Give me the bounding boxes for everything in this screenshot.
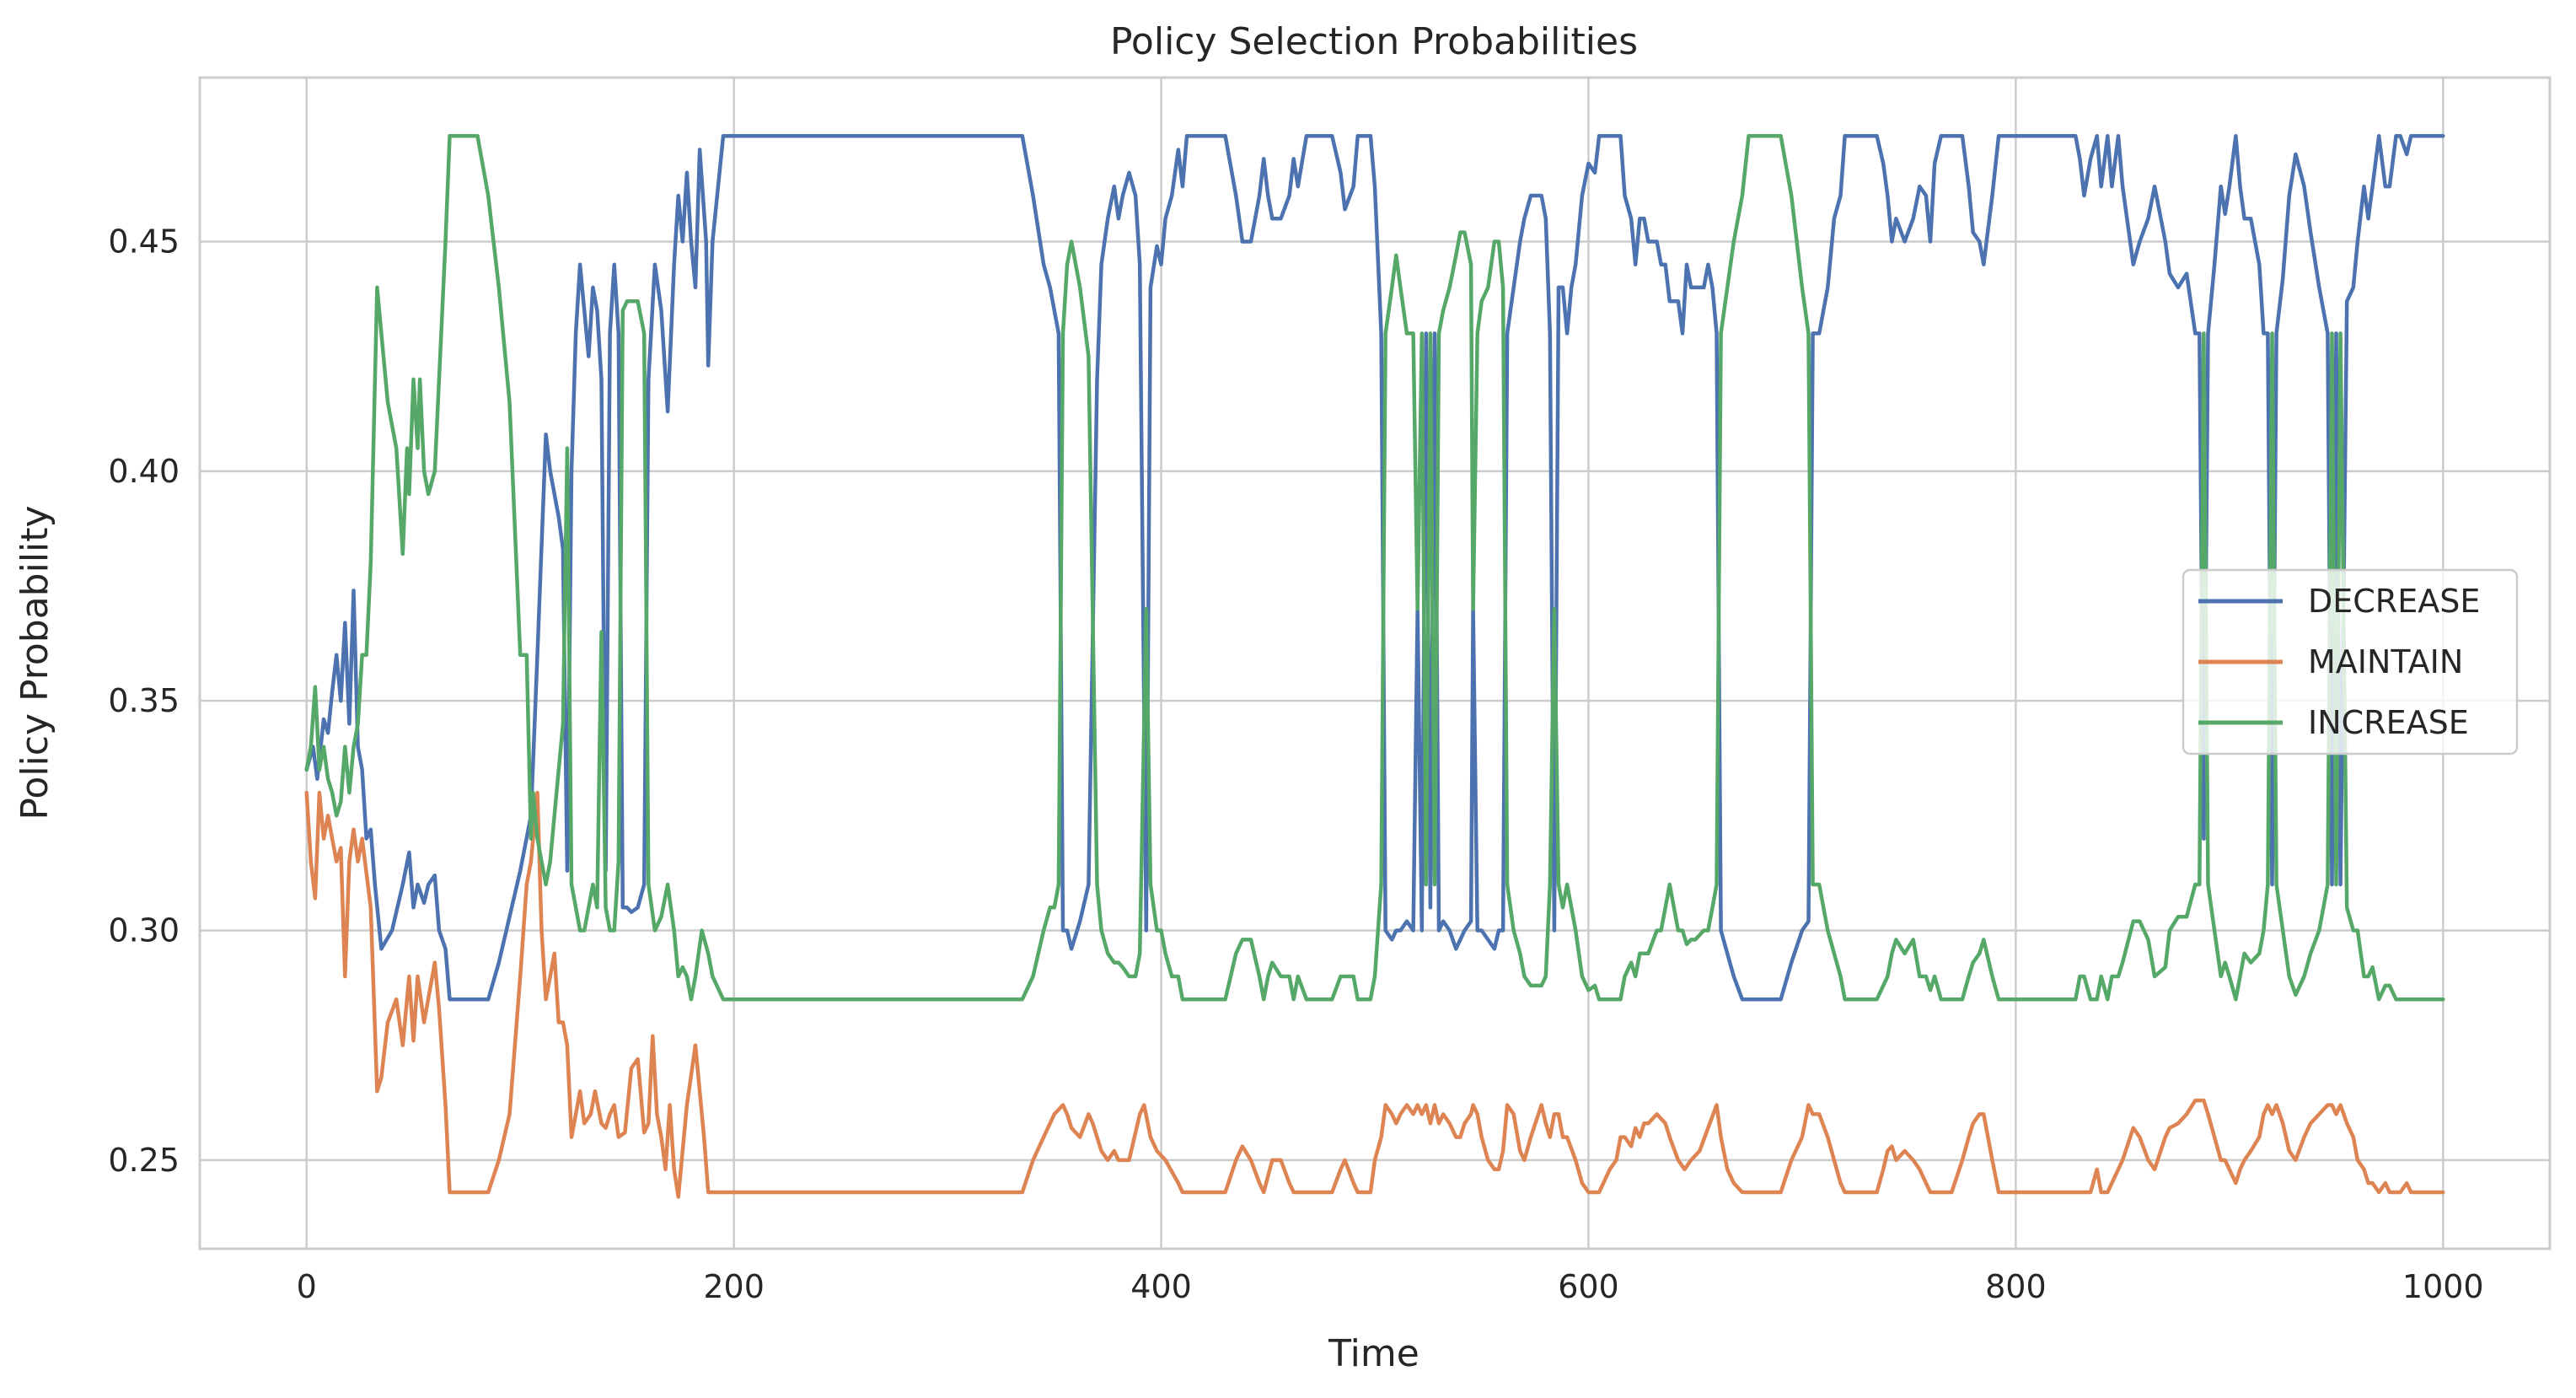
y-tick-label: 0.30 [108,912,180,949]
legend-box [2182,568,2519,755]
legend: DECREASE MAINTAIN INCREASE [2182,568,2519,755]
series-line-decrease [304,133,2445,1002]
y-axis-label: Policy Probability [13,505,56,820]
legend-label-maintain: MAINTAIN [2308,643,2463,680]
tick-labels: 0 200 400 600 800 1000 0.25 0.30 0.35 0.40 0.45 [108,223,2483,1305]
series-line-maintain [304,790,2445,1199]
y-tick-label: 0.40 [108,453,180,490]
plot-frame [198,76,2552,1250]
series-lines [304,133,2445,1199]
x-tick-label: 600 [1558,1268,1619,1305]
y-tick-label: 0.35 [108,682,180,719]
legend-label-decrease: DECREASE [2308,583,2480,620]
chart-title: Policy Selection Probabilities [1110,20,1638,63]
x-tick-label: 0 [297,1268,317,1305]
x-tick-label: 200 [703,1268,765,1305]
x-tick-label: 800 [1985,1268,2047,1305]
series-line-increase [304,133,2445,1002]
legend-label-increase: INCREASE [2308,704,2469,741]
y-tick-label: 0.45 [108,223,180,260]
x-tick-label: 400 [1130,1268,1192,1305]
x-axis-label: Time [1328,1332,1419,1375]
y-tick-label: 0.25 [108,1142,180,1179]
x-tick-label: 1000 [2402,1268,2484,1305]
